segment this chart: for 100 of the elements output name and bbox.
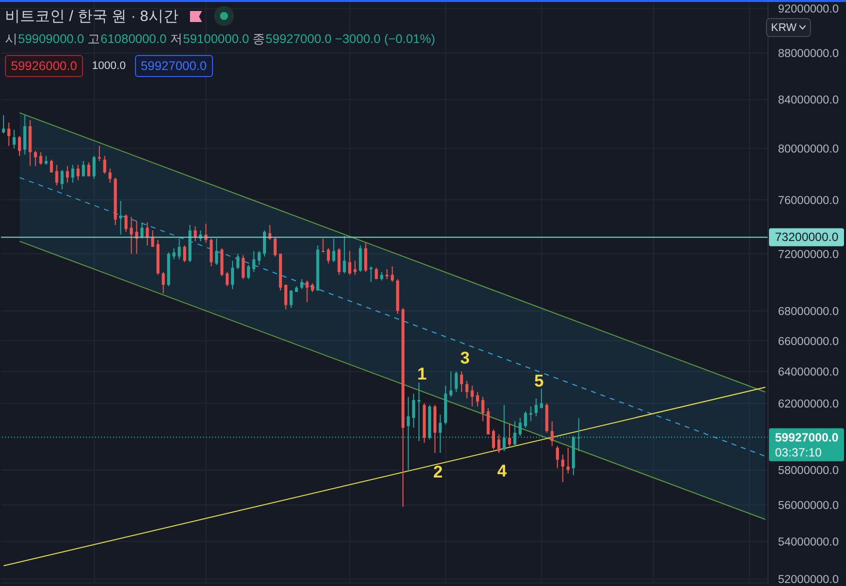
text: 시59909000.0 고61080000.0 저59100000.0 종59927000.0 −3000.0 (−0.01%) — [5, 32, 436, 46]
candlestick — [481, 396, 484, 422]
candlestick — [162, 271, 165, 294]
candlestick — [364, 242, 368, 272]
candlestick — [290, 290, 293, 308]
candlestick — [556, 446, 559, 469]
candlestick — [119, 200, 122, 235]
candlestick — [412, 393, 416, 428]
y-tick-label: 92000000.0 — [778, 4, 839, 16]
candlestick — [82, 160, 85, 177]
y-tick-label: 62000000.0 — [778, 398, 839, 410]
candlestick — [390, 266, 394, 282]
candlestick — [12, 129, 16, 149]
candlestick — [236, 253, 240, 270]
text: 03:37:10 — [775, 445, 822, 460]
dropdown-button: KRW — [766, 18, 812, 37]
candlestick — [486, 408, 490, 435]
ref-line-label: 73200000.0 — [775, 230, 839, 244]
candlestick — [470, 385, 474, 408]
annotation: 1000.0 — [92, 60, 126, 72]
candlestick — [7, 122, 10, 146]
y-tick-label: 56000000.0 — [778, 500, 839, 512]
y-tick-label: 72000000.0 — [778, 248, 839, 261]
candlestick — [226, 271, 229, 287]
annotation: 2 — [433, 462, 443, 482]
price-field: 59926000.0 — [5, 55, 84, 77]
candlestick — [23, 114, 26, 156]
candlestick — [18, 135, 21, 156]
y-tick-label: 88000000.0 — [778, 48, 839, 60]
candlestick — [242, 254, 245, 280]
candlestick — [231, 260, 234, 290]
candlestick — [492, 428, 496, 450]
candlestick — [348, 250, 352, 276]
candlestick — [130, 216, 133, 254]
candlestick — [358, 244, 362, 272]
candlestick — [354, 260, 357, 276]
candlestick — [92, 155, 96, 180]
candlestick — [534, 398, 538, 417]
candlestick — [332, 238, 336, 263]
annotation: 1 — [417, 364, 427, 384]
y-tick-label: 84000000.0 — [778, 94, 839, 107]
candlestick — [55, 164, 58, 186]
candlestick — [454, 371, 458, 393]
candlestick — [215, 238, 218, 266]
candlestick — [124, 214, 128, 232]
candlestick — [66, 166, 69, 184]
candlestick — [146, 222, 149, 246]
candlestick — [34, 150, 37, 167]
price-field: 59927000.0 — [134, 55, 213, 77]
candlestick — [39, 152, 42, 166]
y-tick-label: 76000000.0 — [778, 194, 839, 207]
candlestick — [449, 371, 452, 398]
ref-line-label: 59927000.0 — [775, 430, 839, 444]
candlestick — [108, 168, 112, 184]
text: 비트코인 / 한국 원 · 8시간 — [5, 6, 178, 26]
candlestick — [518, 417, 522, 437]
y-tick-label: 80000000.0 — [778, 143, 839, 156]
candlestick — [465, 380, 468, 399]
candlestick — [529, 406, 532, 422]
candlestick — [76, 164, 80, 181]
candlestick — [252, 250, 256, 272]
candlestick — [561, 454, 564, 483]
y-tick-label: 68000000.0 — [778, 306, 839, 318]
y-tick-label: 64000000.0 — [778, 366, 839, 379]
candlestick — [172, 248, 176, 260]
candlestick — [476, 392, 480, 408]
annotation: 5 — [534, 372, 544, 390]
candlestick — [306, 280, 309, 303]
candlestick — [60, 169, 64, 190]
candlestick — [566, 447, 570, 474]
candlestick — [508, 424, 512, 447]
candlestick — [274, 236, 277, 258]
candlestick — [247, 264, 250, 280]
candlestick — [151, 230, 154, 248]
candlestick — [262, 230, 266, 258]
candlestick — [98, 145, 101, 162]
annotation: 3 — [460, 348, 470, 368]
candlestick — [550, 420, 554, 447]
candlestick — [300, 278, 304, 290]
candlestick — [258, 250, 261, 266]
candlestick — [87, 162, 90, 177]
candlestick — [210, 238, 213, 267]
candlestick — [338, 248, 341, 276]
candlestick — [50, 159, 53, 173]
candlestick — [497, 434, 500, 454]
candlestick — [342, 235, 346, 274]
candlestick — [540, 388, 543, 409]
candlestick — [71, 164, 74, 184]
y-tick-label: 58000000.0 — [778, 465, 839, 478]
annotation: 4 — [497, 462, 507, 480]
candlestick — [178, 238, 181, 260]
annotation: 59927000.0 — [140, 59, 207, 73]
candlestick — [140, 222, 144, 240]
annotation: 59926000.0 — [11, 59, 78, 73]
candlestick — [460, 371, 464, 393]
candlestick — [326, 248, 330, 264]
candlestick — [524, 410, 527, 428]
candlestick — [284, 284, 288, 310]
candlestick — [2, 114, 5, 134]
candlestick — [183, 244, 186, 263]
